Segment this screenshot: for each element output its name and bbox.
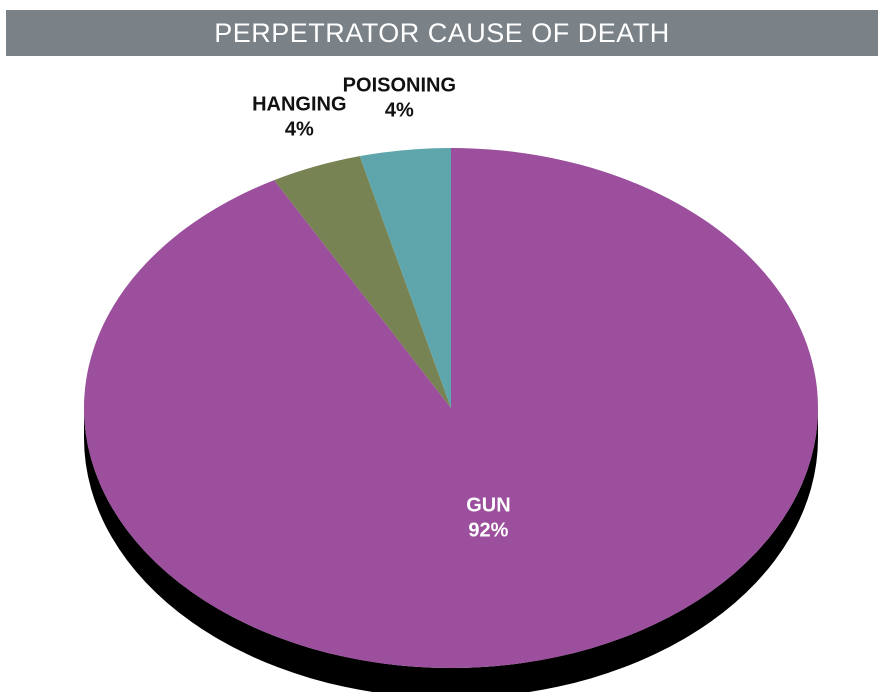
slice-label-hanging: HANGING	[252, 93, 346, 115]
slice-value-hanging: 4%	[285, 118, 314, 140]
pie-slice-hanging	[274, 156, 451, 408]
pie-slice-gun	[83, 148, 818, 668]
slice-label-poisoning: POISONING	[343, 74, 456, 96]
slice-value-gun: 92%	[468, 519, 508, 541]
chart-title: PERPETRATOR CAUSE OF DEATH	[214, 17, 670, 48]
chart-title-bar: PERPETRATOR CAUSE OF DEATH	[6, 10, 878, 56]
pie-slice-poisoning	[359, 148, 451, 408]
slice-label-gun: GUN	[466, 494, 510, 516]
slice-value-poisoning: 4%	[385, 99, 414, 121]
